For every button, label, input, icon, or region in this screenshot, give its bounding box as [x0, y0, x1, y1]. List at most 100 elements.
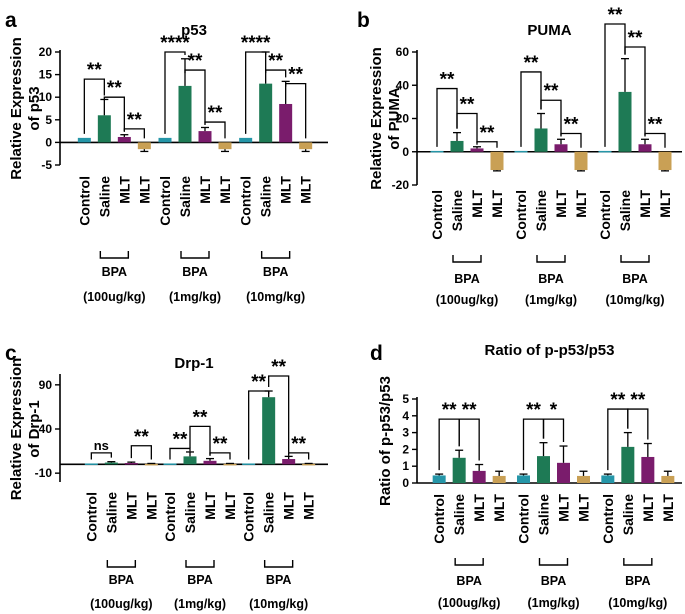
- significance-bracket: [627, 408, 649, 440]
- dose-label: (10mg/kg): [605, 293, 664, 307]
- significance-label: ****: [241, 33, 271, 54]
- significance-label: ****: [160, 33, 190, 54]
- x-tick-label: MLT: [573, 190, 589, 218]
- x-tick-label: MLT: [116, 176, 132, 204]
- y-axis-label: Ratio of p-p53/p53: [377, 376, 394, 506]
- y-tick-label: 3: [402, 426, 409, 440]
- significance-label: **: [107, 78, 122, 99]
- bar: [262, 397, 276, 465]
- group-bracket: [99, 251, 130, 259]
- x-tick-label: MLT: [202, 492, 218, 520]
- bar: [517, 475, 530, 483]
- panel-letter: b: [357, 9, 370, 32]
- x-tick-label: Saline: [177, 176, 193, 217]
- group-bracket: [620, 255, 650, 263]
- chart-title: Drp-1: [174, 355, 213, 372]
- bar: [432, 475, 446, 483]
- significance-bracket: [542, 418, 565, 443]
- x-tick-label: MLT: [637, 190, 653, 218]
- x-tick-label: MLT: [222, 492, 238, 520]
- significance-bracket: [90, 452, 112, 460]
- bar: [282, 459, 296, 465]
- significance-bracket: [458, 418, 480, 461]
- bar: [104, 462, 118, 465]
- group-bracket: [452, 255, 482, 263]
- dose-label: (100ug/kg): [438, 596, 501, 610]
- y-axis-label: Relative Expression: [368, 47, 385, 190]
- significance-bracket: [288, 452, 310, 460]
- y-tick-label: -5: [41, 158, 52, 172]
- group-bracket: [260, 251, 291, 259]
- dose-label: (10mg/kg): [249, 597, 308, 611]
- bar: [178, 85, 192, 143]
- y-tick-label: 0: [402, 145, 409, 159]
- x-tick-label: MLT: [553, 190, 569, 218]
- group-label: BPA: [182, 265, 207, 279]
- x-tick-label: Saline: [258, 176, 274, 217]
- x-tick-label: Control: [600, 494, 616, 544]
- bar: [621, 446, 635, 483]
- bar: [537, 456, 550, 483]
- x-tick-label: Saline: [617, 190, 633, 231]
- significance-label: **: [208, 103, 223, 124]
- bar: [661, 475, 675, 483]
- chart-panel-b: b PUMA Relative Expression of PUMA -20 0 20 40 6…: [357, 5, 682, 307]
- group-label: BPA: [109, 573, 134, 587]
- significance-bracket: [123, 128, 145, 139]
- significance-label: **: [127, 110, 142, 131]
- bar: [554, 144, 568, 152]
- x-tick-label: MLT: [576, 494, 592, 522]
- x-tick-label: Saline: [103, 492, 119, 533]
- significance-label: *: [550, 400, 558, 421]
- bar: [470, 148, 484, 152]
- significance-label: **: [193, 407, 208, 428]
- significance-bracket: [189, 425, 211, 455]
- significance-label: **: [608, 5, 623, 26]
- dose-label: (100ug/kg): [436, 293, 499, 307]
- x-tick-label: MLT: [197, 176, 213, 204]
- x-tick-label: MLT: [278, 176, 294, 204]
- y-tick-label: 1: [402, 459, 409, 473]
- y-axis-label: of p53: [26, 86, 43, 130]
- bar: [302, 463, 316, 466]
- x-tick-label: Control: [431, 494, 447, 544]
- significance-label: **: [268, 51, 283, 72]
- x-tick-label: MLT: [469, 190, 485, 218]
- x-tick-label: MLT: [556, 494, 572, 522]
- group-bracket: [538, 558, 569, 566]
- dose-label: (1mg/kg): [169, 290, 221, 304]
- significance-bracket: [520, 71, 542, 147]
- bar: [641, 456, 655, 483]
- y-tick-label: 90: [39, 378, 53, 392]
- bar: [203, 460, 217, 465]
- x-tick-label: Control: [241, 492, 257, 542]
- significance-bracket: [164, 51, 186, 134]
- significance-label: **: [462, 400, 477, 421]
- x-tick-label: MLT: [471, 494, 487, 522]
- panel-letter: a: [5, 9, 17, 32]
- group-label: BPA: [456, 574, 481, 588]
- significance-label: **: [564, 114, 579, 135]
- significance-bracket: [103, 96, 125, 131]
- y-axis-label: Relative Expression: [8, 37, 25, 180]
- x-tick-label: MLT: [301, 492, 317, 520]
- significance-label: **: [188, 51, 203, 72]
- significance-bracket: [268, 375, 290, 453]
- bar: [279, 103, 293, 143]
- bar: [137, 142, 151, 150]
- chart-title: Ratio of p-p53/p53: [484, 342, 614, 359]
- x-tick-label: Saline: [620, 494, 636, 535]
- bar: [77, 137, 91, 143]
- bar: [492, 475, 506, 483]
- bar: [534, 128, 548, 152]
- significance-label: **: [440, 70, 455, 91]
- significance-bracket: [184, 69, 206, 124]
- significance-bracket: [604, 23, 626, 147]
- significance-label: **: [648, 114, 663, 135]
- group-label: BPA: [263, 265, 288, 279]
- bar: [198, 131, 212, 143]
- dose-label: (1mg/kg): [174, 597, 226, 611]
- x-tick-label: Saline: [182, 492, 198, 533]
- dose-label: (10mg/kg): [246, 290, 305, 304]
